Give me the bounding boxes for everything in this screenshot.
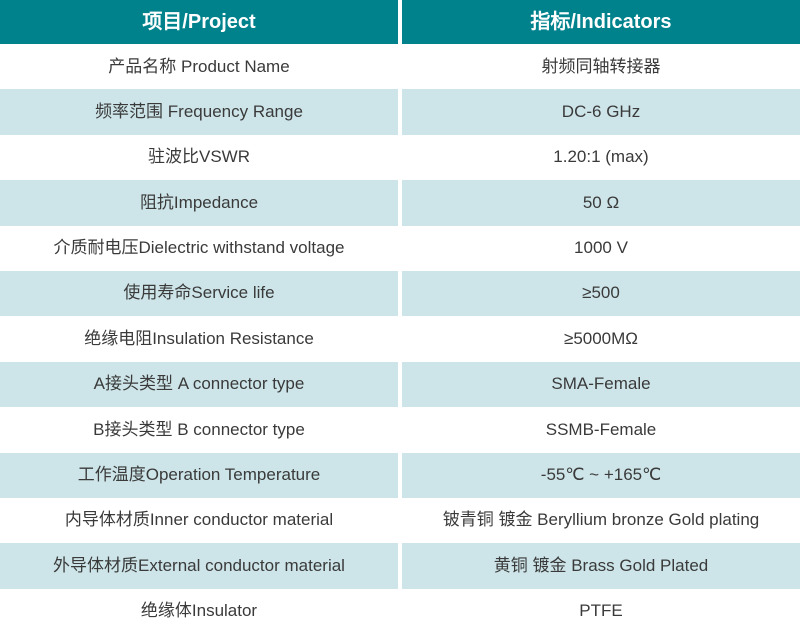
table-row: B接头类型 B connector type SSMB-Female xyxy=(0,407,800,453)
project-cell: 工作温度Operation Temperature xyxy=(0,452,398,498)
project-cell: 外导体材质External conductor material xyxy=(0,543,398,589)
table-row: 工作温度Operation Temperature -55℃ ~ +165℃ xyxy=(0,452,800,498)
table-row: 介质耐电压Dielectric withstand voltage 1000 V xyxy=(0,225,800,271)
indicator-cell: 黄铜 镀金 Brass Gold Plated xyxy=(402,543,800,589)
table-row: 绝缘体Insulator PTFE xyxy=(0,588,800,634)
project-cell: 频率范围 Frequency Range xyxy=(0,89,398,135)
project-cell: 产品名称 Product Name xyxy=(0,44,398,90)
table-row: 使用寿命Service life ≥500 xyxy=(0,270,800,317)
indicator-cell: ≥5000MΩ xyxy=(402,316,800,362)
indicator-cell: SMA-Female xyxy=(402,361,800,408)
project-cell: B接头类型 B connector type xyxy=(0,407,398,453)
project-cell: 内导体材质Inner conductor material xyxy=(0,497,398,544)
table-header-row: 项目/Project 指标/Indicators xyxy=(0,0,800,44)
project-cell: 阻抗Impedance xyxy=(0,180,398,226)
indicator-cell: 铍青铜 镀金 Beryllium bronze Gold plating xyxy=(402,497,800,544)
table-row: 绝缘电阻Insulation Resistance ≥5000MΩ xyxy=(0,316,800,362)
project-cell: 绝缘电阻Insulation Resistance xyxy=(0,316,398,362)
indicator-cell: ≥500 xyxy=(402,270,800,317)
table-row: 频率范围 Frequency Range DC-6 GHz xyxy=(0,89,800,135)
table-row: 内导体材质Inner conductor material 铍青铜 镀金 Ber… xyxy=(0,497,800,544)
project-cell: A接头类型 A connector type xyxy=(0,361,398,408)
indicator-cell: 1000 V xyxy=(402,225,800,271)
project-cell: 驻波比VSWR xyxy=(0,134,398,181)
table-row: 驻波比VSWR 1.20:1 (max) xyxy=(0,134,800,181)
indicator-cell: DC-6 GHz xyxy=(402,89,800,135)
project-cell: 使用寿命Service life xyxy=(0,270,398,317)
indicator-cell: 1.20:1 (max) xyxy=(402,134,800,181)
table-row: 产品名称 Product Name 射频同轴转接器 xyxy=(0,44,800,90)
indicator-cell: SSMB-Female xyxy=(402,407,800,453)
header-cell-indicators: 指标/Indicators xyxy=(402,0,800,44)
header-cell-project: 项目/Project xyxy=(0,0,398,44)
indicator-cell: -55℃ ~ +165℃ xyxy=(402,452,800,498)
table-row: 外导体材质External conductor material 黄铜 镀金 B… xyxy=(0,543,800,589)
project-cell: 介质耐电压Dielectric withstand voltage xyxy=(0,225,398,271)
table-row: 阻抗Impedance 50 Ω xyxy=(0,180,800,226)
indicator-cell: 射频同轴转接器 xyxy=(402,44,800,90)
project-cell: 绝缘体Insulator xyxy=(0,588,398,634)
table-row: A接头类型 A connector type SMA-Female xyxy=(0,361,800,408)
indicator-cell: PTFE xyxy=(402,588,800,634)
indicator-cell: 50 Ω xyxy=(402,180,800,226)
